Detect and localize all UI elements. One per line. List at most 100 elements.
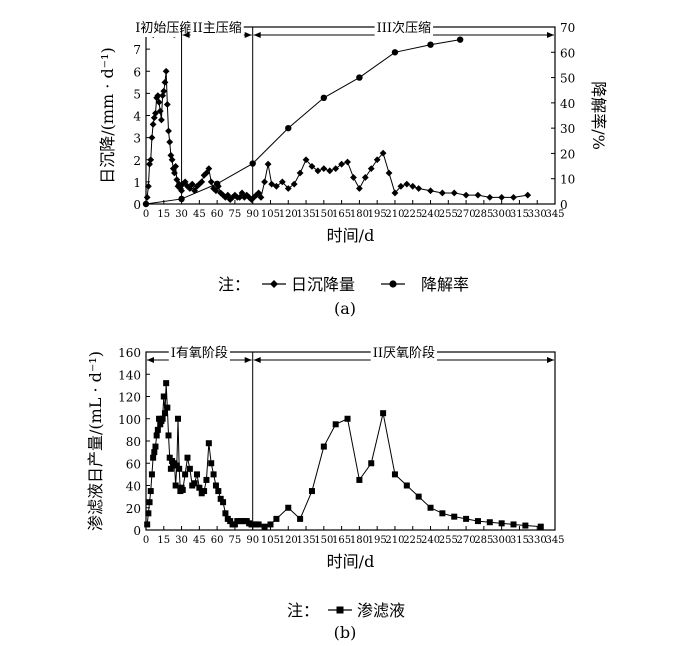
y-tick-label-right: 30 [560, 122, 575, 136]
data-point [510, 193, 517, 201]
data-point [391, 471, 398, 478]
y-tick-label-left: 0 [133, 198, 141, 212]
data-point [215, 488, 222, 495]
y-tick-label-right: 60 [560, 46, 575, 60]
panel-caption: (b) [334, 623, 357, 642]
y-tick-label-left: 120 [118, 391, 141, 405]
data-point [152, 109, 159, 117]
data-point [320, 94, 328, 102]
y-tick-label-left: 1 [133, 176, 141, 190]
data-point [240, 193, 248, 201]
x-tick-label: 120 [279, 535, 298, 546]
data-point [145, 510, 152, 517]
y-tick-label-left: 5 [133, 87, 141, 101]
x-tick-label: 165 [332, 535, 351, 546]
data-point [261, 523, 268, 530]
data-point [173, 176, 181, 184]
data-point [166, 138, 174, 146]
data-point [157, 421, 164, 428]
data-point [355, 185, 363, 192]
y-axis-title-left: 渗滤液日产量/(mL · d⁻¹) [86, 351, 105, 531]
data-point [144, 521, 151, 528]
data-point [184, 454, 191, 461]
data-point [178, 195, 185, 203]
data-point [212, 482, 219, 489]
data-point [332, 421, 339, 428]
data-point [267, 521, 274, 528]
data-point [409, 182, 417, 190]
y-tick-label-left: 60 [126, 457, 141, 471]
data-point [297, 515, 304, 522]
y-tick-label-right: 20 [560, 147, 575, 161]
data-point [179, 180, 187, 188]
series-日沉降量 [143, 67, 532, 203]
data-point [344, 415, 351, 422]
y-tick-label-left: 100 [118, 413, 141, 427]
data-point [182, 471, 189, 478]
panel-caption: (a) [334, 299, 356, 318]
x-tick-label: 105 [261, 535, 280, 546]
x-tick-label: 345 [545, 209, 564, 220]
data-point [191, 480, 198, 487]
data-point [148, 134, 156, 142]
series-line [145, 39, 461, 205]
x-tick-label: 60 [211, 535, 224, 546]
y-axis-title-left: 日沉降/(mm · d⁻¹) [98, 47, 117, 184]
phase-label-bg [168, 345, 230, 362]
data-point [403, 482, 410, 489]
data-point [261, 178, 268, 186]
data-point [179, 486, 186, 493]
x-tick-label: 15 [157, 209, 170, 220]
x-tick-label: 195 [368, 209, 387, 220]
y-tick-label-right: 70 [560, 21, 575, 35]
x-tick-label: 195 [368, 535, 387, 546]
x-tick-label: 45 [193, 535, 206, 546]
y-tick-label-right: 40 [560, 97, 575, 111]
data-point [367, 165, 375, 172]
data-point [450, 189, 458, 197]
data-point [193, 182, 201, 190]
x-tick-label: 135 [296, 209, 315, 220]
data-point [161, 78, 169, 86]
data-point [169, 165, 177, 172]
data-point [165, 127, 172, 135]
data-point [264, 160, 272, 168]
data-point [368, 460, 375, 467]
data-point [427, 41, 434, 48]
x-tick-label: 150 [314, 535, 333, 546]
x-tick-label: 105 [261, 209, 280, 220]
data-point [147, 156, 155, 164]
data-point [474, 518, 481, 525]
data-point [148, 471, 155, 478]
data-point [379, 149, 387, 157]
x-tick-label: 330 [528, 209, 547, 220]
data-point [163, 101, 171, 108]
x-tick-label: 225 [403, 535, 422, 546]
data-point [320, 443, 327, 450]
data-point [160, 87, 168, 95]
data-point [474, 191, 482, 199]
data-point [463, 515, 470, 522]
data-point [158, 116, 165, 124]
y-tick-label-left: 6 [133, 65, 141, 79]
x-tick-label: 240 [421, 209, 440, 220]
data-point [415, 185, 423, 192]
data-point [427, 504, 434, 511]
x-tick-label: 15 [157, 535, 170, 546]
phase-label: II主压缩 [192, 20, 241, 36]
data-point [208, 460, 215, 467]
panel-a: 0 15 30 45 60 75 90 105120135150165180195210225… [98, 19, 608, 245]
data-point [142, 200, 150, 208]
data-point [196, 484, 203, 491]
x-tick-label: 315 [510, 209, 529, 220]
data-point [302, 156, 310, 164]
data-point [167, 465, 174, 472]
y-tick-label-left: 0 [133, 524, 141, 538]
data-point [397, 182, 405, 190]
data-point [222, 510, 229, 517]
y-axis-title-right: 降解率/% [589, 81, 608, 150]
series-line [146, 383, 541, 528]
data-point [296, 169, 304, 177]
data-point [451, 513, 458, 520]
